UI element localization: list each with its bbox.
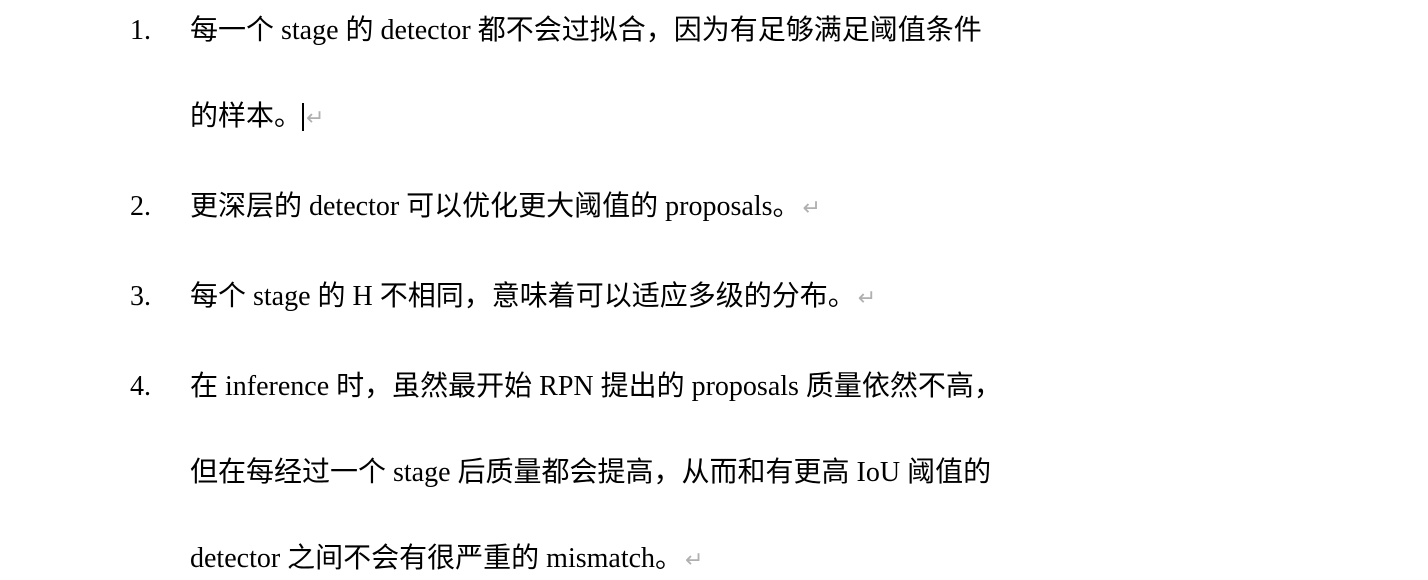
text-fragment: 的样本。	[190, 101, 302, 132]
text-fragment: 更深层的 detector 可以优化更大阈值的 proposals。	[190, 191, 801, 222]
return-glyph-icon: ↵	[306, 101, 324, 134]
list-item: 每一个 stage 的 detector 都不会过拟合，因为有足够满足阈值条件 …	[130, 10, 1428, 138]
text-line: 更深层的 detector 可以优化更大阈值的 proposals。↵	[190, 186, 1428, 228]
text-line: 但在每经过一个 stage 后质量都会提高，从而和有更高 IoU 阈值的	[190, 452, 1428, 494]
return-glyph-icon: ↵	[803, 191, 821, 224]
return-glyph-icon: ↵	[685, 543, 703, 576]
text-cursor	[302, 103, 304, 131]
list-item: 更深层的 detector 可以优化更大阈值的 proposals。↵	[130, 186, 1428, 228]
text-fragment: 每个 stage 的 H 不相同，意味着可以适应多级的分布。	[190, 281, 856, 312]
text-line: 每一个 stage 的 detector 都不会过拟合，因为有足够满足阈值条件	[190, 10, 1428, 52]
text-line: 每个 stage 的 H 不相同，意味着可以适应多级的分布。↵	[190, 276, 1428, 318]
return-glyph-icon: ↵	[858, 281, 876, 314]
text-line: detector 之间不会有很严重的 mismatch。↵	[190, 538, 1428, 580]
list-item: 每个 stage 的 H 不相同，意味着可以适应多级的分布。↵	[130, 276, 1428, 318]
text-line: 的样本。↵	[190, 96, 1428, 138]
list-item: 在 inference 时，虽然最开始 RPN 提出的 proposals 质量…	[130, 366, 1428, 580]
text-fragment: detector 之间不会有很严重的 mismatch。	[190, 543, 683, 574]
text-line: 在 inference 时，虽然最开始 RPN 提出的 proposals 质量…	[190, 366, 1428, 408]
ordered-list: 每一个 stage 的 detector 都不会过拟合，因为有足够满足阈值条件 …	[130, 10, 1428, 580]
